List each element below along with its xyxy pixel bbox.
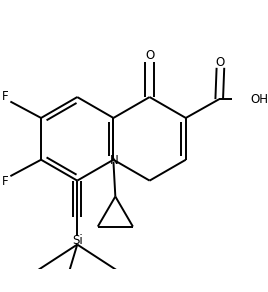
Text: F: F	[2, 90, 9, 103]
Text: F: F	[2, 175, 9, 188]
Text: Si: Si	[72, 234, 83, 247]
Text: OH: OH	[251, 93, 268, 106]
Text: O: O	[145, 49, 154, 62]
Text: O: O	[216, 56, 225, 69]
Text: N: N	[110, 154, 119, 167]
